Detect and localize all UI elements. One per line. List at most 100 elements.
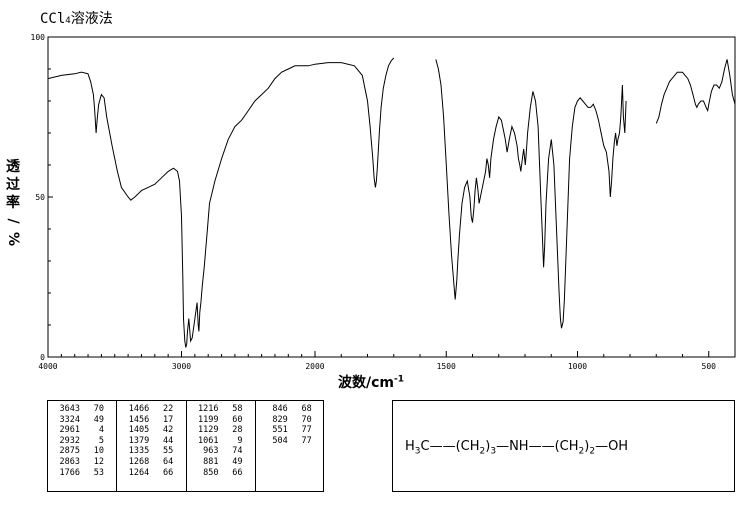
peak-transmittance: 49 bbox=[93, 414, 104, 425]
peak-wavenumber: 1766 bbox=[59, 467, 80, 478]
peak-transmittance: 5 bbox=[98, 435, 104, 446]
peak-row: 1264 66 bbox=[123, 468, 181, 479]
x-tick-label: 4000 bbox=[38, 362, 57, 371]
peak-row: 1268 64 bbox=[123, 457, 181, 468]
peak-row: 846 68 bbox=[262, 404, 319, 415]
peak-transmittance: 53 bbox=[93, 467, 104, 478]
peak-wavenumber: 846 bbox=[272, 404, 288, 414]
peak-transmittance: 77 bbox=[301, 425, 312, 436]
peak-transmittance: 74 bbox=[232, 446, 243, 457]
peak-transmittance: 66 bbox=[232, 467, 243, 478]
peak-table-column: 3643 70 3324 49 2961 4 2932 5 2875 10 2863 12 1766 53 bbox=[48, 401, 118, 491]
x-tick-label: 3000 bbox=[172, 362, 191, 371]
y-axis-label: 透 过 率 / % bbox=[4, 158, 22, 248]
peak-transmittance: 64 bbox=[163, 456, 174, 467]
x-tick-label: 2000 bbox=[305, 362, 324, 371]
peak-transmittance: 28 bbox=[232, 425, 243, 436]
peak-transmittance: 70 bbox=[301, 414, 312, 425]
x-tick-label: 1500 bbox=[437, 362, 456, 371]
x-axis-label: 波数/cm-1 bbox=[338, 374, 404, 391]
peak-row: 2932 5 bbox=[54, 436, 112, 447]
peak-wavenumber: 3324 bbox=[59, 414, 80, 425]
peak-transmittance: 22 bbox=[163, 404, 174, 414]
y-tick-label: 50 bbox=[35, 193, 45, 202]
peak-transmittance: 4 bbox=[98, 425, 104, 436]
peak-wavenumber: 2863 bbox=[59, 456, 80, 467]
peak-transmittance: 66 bbox=[163, 467, 174, 478]
peak-table-column: 1466 22 1456 17 1405 42 1379 44 1335 55 1268 64 1264… bbox=[117, 401, 187, 491]
peak-row: 881 49 bbox=[193, 457, 251, 468]
peak-wavenumber: 1264 bbox=[128, 467, 150, 478]
peak-wavenumber: 1335 bbox=[128, 446, 150, 457]
spectrum-line bbox=[47, 57, 395, 348]
peak-table-column: 1216 58 1199 60 1129 28 1061 9 963 74 881 49 850 66 bbox=[187, 401, 256, 491]
peak-table: 3643 70 3324 49 2961 4 2932 5 2875 10 2863 12 1766 53… bbox=[47, 400, 324, 492]
peak-row: 963 74 bbox=[193, 446, 251, 457]
peak-row: 1456 17 bbox=[123, 415, 181, 426]
y-label-slash: / bbox=[5, 218, 21, 224]
y-label-char: % bbox=[5, 231, 21, 247]
peak-row: 850 66 bbox=[193, 468, 251, 479]
peak-row: 2875 10 bbox=[54, 446, 112, 457]
peak-transmittance: 77 bbox=[301, 435, 312, 446]
structure-box: H3C——(CH2)3—NH——(CH2)2—OH bbox=[392, 400, 735, 492]
peak-wavenumber: 504 bbox=[272, 435, 288, 446]
peak-wavenumber: 1061 bbox=[198, 435, 219, 446]
plot-frame bbox=[47, 36, 736, 358]
y-tick-label: 100 bbox=[31, 33, 46, 42]
peak-wavenumber: 1405 bbox=[128, 425, 150, 436]
peak-wavenumber: 2932 bbox=[59, 435, 80, 446]
peak-row: 2961 4 bbox=[54, 425, 112, 436]
x-tick-label: 500 bbox=[702, 362, 717, 371]
peak-row: 1766 53 bbox=[54, 468, 112, 479]
peak-transmittance: 42 bbox=[163, 425, 174, 436]
peak-wavenumber: 2961 bbox=[59, 425, 80, 436]
peak-wavenumber: 1199 bbox=[198, 414, 219, 425]
peak-row: 3324 49 bbox=[54, 415, 112, 426]
peak-wavenumber: 881 bbox=[203, 456, 219, 467]
peak-wavenumber: 963 bbox=[203, 446, 219, 457]
peak-wavenumber: 1466 bbox=[128, 404, 150, 414]
peak-row: 1335 55 bbox=[123, 446, 181, 457]
spectrum-line bbox=[655, 59, 736, 124]
peak-row: 1379 44 bbox=[123, 436, 181, 447]
peak-row: 2863 12 bbox=[54, 457, 112, 468]
peak-wavenumber: 1456 bbox=[128, 414, 150, 425]
peak-transmittance: 12 bbox=[93, 456, 104, 467]
y-label-char: 率 bbox=[6, 195, 20, 211]
peak-row: 504 77 bbox=[262, 436, 319, 447]
peak-transmittance: 70 bbox=[93, 404, 104, 414]
peak-wavenumber: 850 bbox=[203, 467, 219, 478]
y-tick-label: 0 bbox=[40, 353, 45, 362]
peak-wavenumber: 551 bbox=[272, 425, 288, 436]
peak-row: 1199 60 bbox=[193, 415, 251, 426]
peak-transmittance: 55 bbox=[163, 446, 174, 457]
peak-row: 1216 58 bbox=[193, 404, 251, 415]
x-tick-label: 1000 bbox=[568, 362, 587, 371]
peak-wavenumber: 829 bbox=[272, 414, 288, 425]
peak-transmittance: 68 bbox=[301, 404, 312, 414]
peak-row: 551 77 bbox=[262, 425, 319, 436]
peak-wavenumber: 1268 bbox=[128, 456, 150, 467]
peak-transmittance: 58 bbox=[232, 404, 243, 414]
peak-wavenumber: 1129 bbox=[198, 425, 219, 436]
y-label-char: 过 bbox=[6, 177, 20, 193]
y-label-char: 透 bbox=[6, 159, 20, 175]
peak-transmittance: 44 bbox=[163, 435, 174, 446]
peak-transmittance: 10 bbox=[93, 446, 104, 457]
peak-table-column: 846 68 829 70 551 77 504 77 bbox=[256, 401, 323, 491]
peak-wavenumber: 1379 bbox=[128, 435, 150, 446]
peak-transmittance: 60 bbox=[232, 414, 243, 425]
ir-spectrum-chart: 4000 3000 2000 1500 1000 500 0 50 100 bbox=[31, 33, 736, 371]
peak-row: 829 70 bbox=[262, 415, 319, 426]
peak-transmittance: 49 bbox=[232, 456, 243, 467]
peak-transmittance: 9 bbox=[237, 435, 243, 446]
structural-formula: H3C——(CH2)3—NH——(CH2)2—OH bbox=[405, 439, 629, 457]
peak-row: 1405 42 bbox=[123, 425, 181, 436]
peak-row: 3643 70 bbox=[54, 404, 112, 415]
chart-title: CCl4溶液法 bbox=[40, 11, 113, 27]
peak-row: 1061 9 bbox=[193, 436, 251, 447]
peak-row: 1466 22 bbox=[123, 404, 181, 415]
peak-wavenumber: 2875 bbox=[59, 446, 80, 457]
spectrum-line bbox=[435, 59, 627, 329]
